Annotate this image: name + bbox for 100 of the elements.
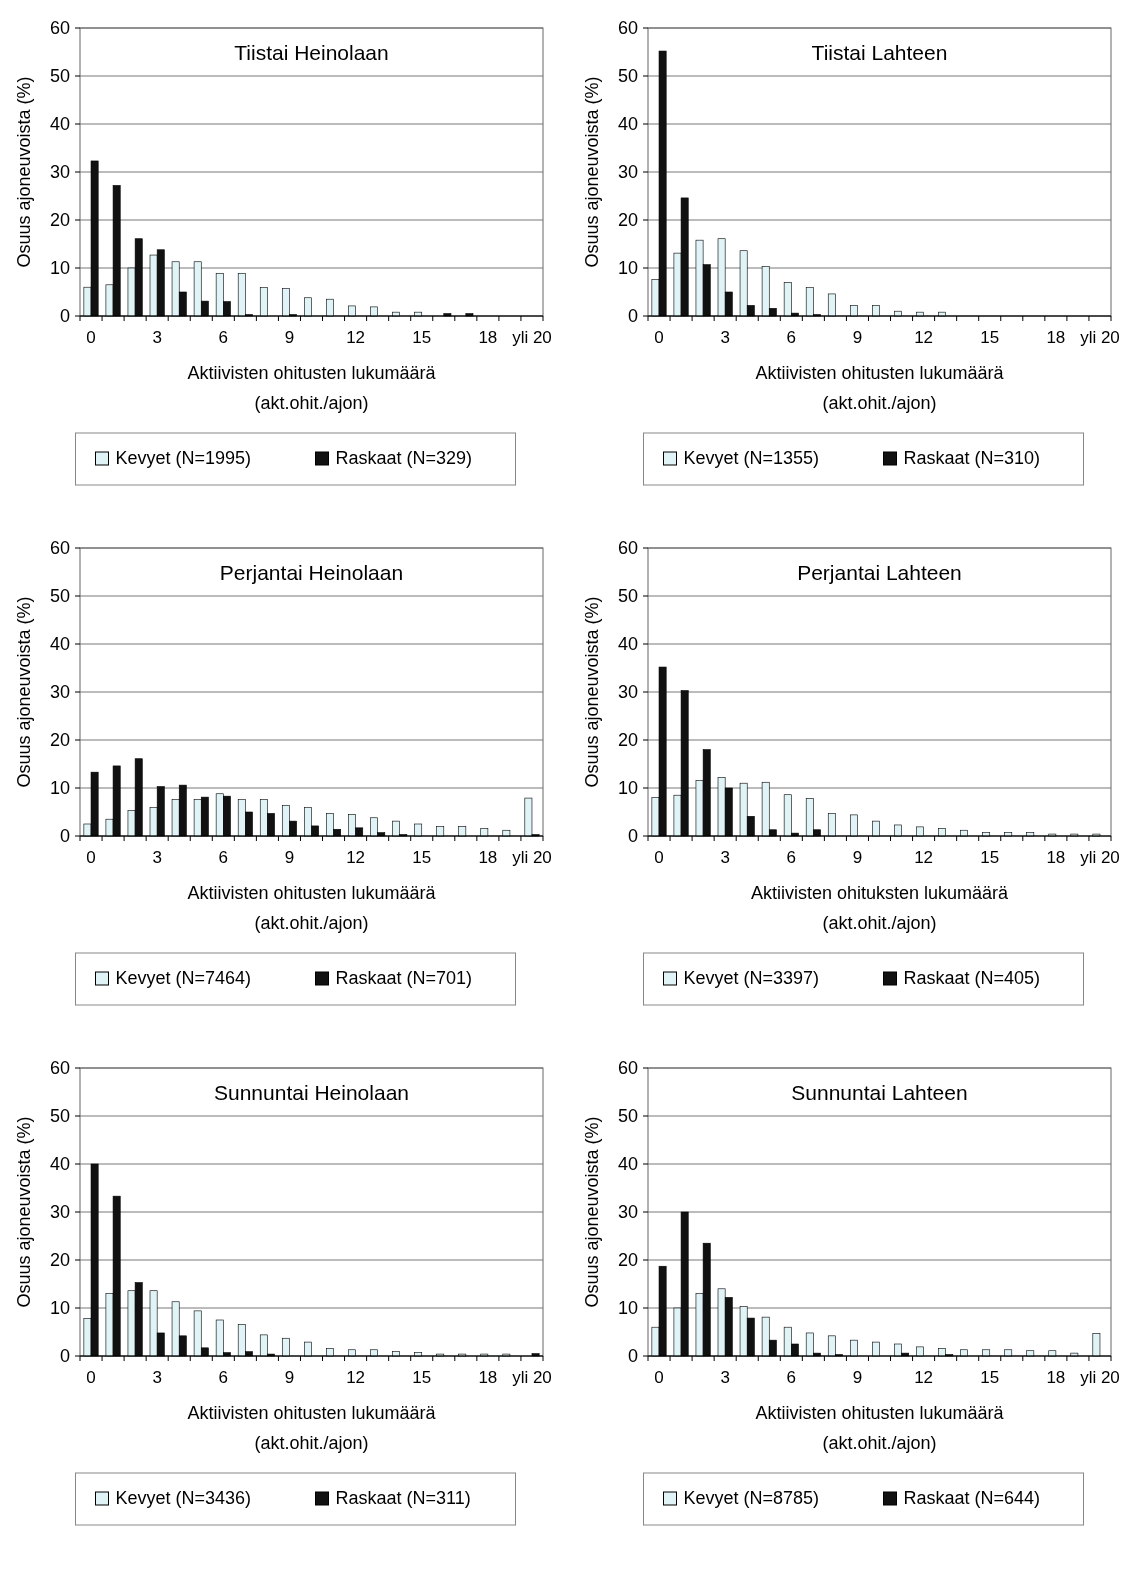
y-tick-label: 40: [49, 114, 70, 135]
x-tick-label: 9: [852, 848, 863, 867]
y-tick-label: 50: [49, 66, 70, 87]
text: Tiistai Lahteen: [811, 41, 948, 64]
x-tick-label: 9: [852, 328, 863, 347]
x-tick-label: 9: [284, 328, 295, 347]
x-tick-label: 12: [346, 1368, 366, 1387]
y-tick-label: 10: [617, 778, 638, 799]
y-tick-label: 30: [49, 162, 70, 183]
x-tick-label: 3: [720, 848, 730, 867]
y-tick-label: 0: [59, 1346, 70, 1367]
y-tick-label: 50: [617, 586, 638, 607]
y-tick-label: 60: [49, 1058, 70, 1079]
text: Sunnuntai Heinolaan: [214, 1081, 409, 1104]
x-tick-label: 0: [654, 848, 664, 867]
legend-label: Raskaat (N=644): [903, 1488, 1041, 1508]
x-tick-label: 12: [914, 848, 934, 867]
x-tick-label: 18: [478, 848, 498, 867]
y-tick-label: 60: [49, 538, 70, 559]
y-axis-title: Osuus ajoneuvoista (%): [582, 596, 602, 788]
legend-label: Kevyet (N=7464): [115, 968, 252, 988]
y-tick-label: 30: [617, 1202, 638, 1223]
y-tick-label: 50: [49, 586, 70, 607]
text: Perjantai Heinolaan: [219, 561, 404, 584]
x-tick-label: 15: [980, 1368, 1000, 1387]
x-tick-label: 15: [412, 848, 432, 867]
y-tick-label: 40: [617, 1154, 638, 1175]
x-tick-label: 0: [654, 1368, 664, 1387]
x-tick-label: 6: [786, 848, 797, 867]
x-tick-label: 9: [284, 848, 295, 867]
x-tick-label: yli 20: [1080, 848, 1120, 867]
x-tick-label: 18: [478, 328, 498, 347]
y-tick-label: 60: [617, 1058, 638, 1079]
x-tick-label: 9: [284, 1368, 295, 1387]
y-tick-label: 10: [49, 778, 70, 799]
x-tick-label: 0: [86, 328, 96, 347]
legend-label: Kevyet (N=3436): [115, 1488, 252, 1508]
y-tick-label: 30: [617, 162, 638, 183]
legend-label: Kevyet (N=8785): [683, 1488, 820, 1508]
y-tick-label: 60: [49, 18, 70, 39]
y-tick-label: 40: [49, 1154, 70, 1175]
x-tick-label: 6: [218, 848, 229, 867]
y-tick-label: 50: [49, 1106, 70, 1127]
y-tick-label: 50: [617, 1106, 638, 1127]
text: Perjantai Lahteen: [797, 561, 962, 584]
y-tick-label: 40: [617, 634, 638, 655]
x-axis-title: Aktiivisten ohituksten lukumäärä (akt.ohit./ajon): [750, 883, 1010, 933]
y-tick-label: 0: [627, 1346, 638, 1367]
x-tick-label: 12: [346, 848, 366, 867]
x-tick-label: yli 20: [512, 328, 552, 347]
y-tick-label: 0: [59, 306, 70, 327]
y-tick-label: 40: [617, 114, 638, 135]
x-tick-label: 15: [980, 328, 1000, 347]
x-tick-label: 18: [478, 1368, 498, 1387]
y-tick-label: 10: [49, 1298, 70, 1319]
legend-label: Kevyet (N=3397): [683, 968, 820, 988]
legend-label: Raskaat (N=329): [335, 448, 473, 468]
legend-label: Raskaat (N=310): [903, 448, 1041, 468]
x-tick-label: 3: [152, 848, 162, 867]
y-tick-label: 20: [617, 1250, 638, 1271]
y-tick-label: 50: [617, 66, 638, 87]
x-tick-label: yli 20: [512, 1368, 552, 1387]
x-axis-title: Aktiivisten ohitusten lukumäärä (akt.ohit./ajon): [187, 363, 437, 413]
legend-label: Raskaat (N=311): [335, 1488, 471, 1508]
text: Tiistai Heinolaan: [234, 41, 389, 64]
y-tick-label: 10: [617, 1298, 638, 1319]
y-tick-label: 30: [617, 682, 638, 703]
x-axis-title: Aktiivisten ohitusten lukumäärä (akt.ohit./ajon): [755, 363, 1005, 413]
y-tick-label: 30: [49, 682, 70, 703]
legend-label: Kevyet (N=1995): [115, 448, 252, 468]
y-tick-label: 20: [49, 210, 70, 231]
y-axis-title: Osuus ajoneuvoista (%): [582, 1116, 602, 1308]
x-axis-title: Aktiivisten ohitusten lukumäärä (akt.ohit./ajon): [187, 883, 437, 933]
x-tick-label: 6: [218, 328, 229, 347]
x-tick-label: 6: [786, 1368, 797, 1387]
y-tick-label: 0: [627, 306, 638, 327]
y-tick-label: 20: [49, 1250, 70, 1271]
x-tick-label: 18: [1046, 848, 1066, 867]
y-axis-title: Osuus ajoneuvoista (%): [14, 596, 34, 788]
x-tick-label: yli 20: [1080, 1368, 1120, 1387]
y-tick-label: 10: [49, 258, 70, 279]
y-axis-title: Osuus ajoneuvoista (%): [582, 76, 602, 268]
x-tick-label: 12: [914, 1368, 934, 1387]
x-tick-label: 15: [412, 1368, 432, 1387]
y-axis-title: Osuus ajoneuvoista (%): [14, 1116, 34, 1308]
legend-label: Raskaat (N=405): [903, 968, 1041, 988]
x-tick-label: 3: [720, 1368, 730, 1387]
y-tick-label: 60: [617, 538, 638, 559]
y-tick-label: 20: [617, 730, 638, 751]
x-axis-title: Aktiivisten ohitusten lukumäärä (akt.ohit./ajon): [187, 1403, 437, 1453]
y-tick-label: 30: [49, 1202, 70, 1223]
legend-label: Kevyet (N=1355): [683, 448, 820, 468]
legend-label: Raskaat (N=701): [335, 968, 473, 988]
x-tick-label: 0: [86, 1368, 96, 1387]
x-tick-label: 18: [1046, 1368, 1066, 1387]
y-axis-title: Osuus ajoneuvoista (%): [14, 76, 34, 268]
y-tick-label: 20: [617, 210, 638, 231]
y-tick-label: 10: [617, 258, 638, 279]
x-tick-label: 18: [1046, 328, 1066, 347]
x-tick-label: yli 20: [1080, 328, 1120, 347]
